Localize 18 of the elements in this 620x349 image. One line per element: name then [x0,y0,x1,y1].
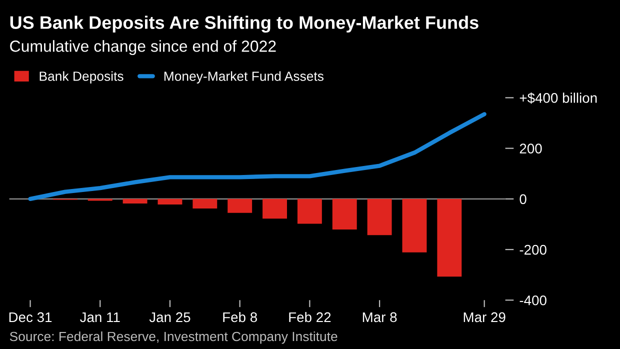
chart-title: US Bank Deposits Are Shifting to Money-Market Funds [10,16,478,33]
legend-label: Money-Market Fund Assets [164,71,324,84]
source-note: Source: Federal Reserve, Investment Company Institute [10,331,338,344]
x-tick-label: Dec 31 [9,312,52,322]
x-tick-label: Mar 8 [362,312,397,322]
y-tick-label: -200 [520,244,546,255]
y-tick-label: -400 [520,295,546,306]
x-tick-label: Feb 22 [289,312,331,322]
x-tick-label: Mar 29 [464,312,506,322]
y-tick-label: 0 [520,194,526,204]
legend-label: Bank Deposits [40,71,124,84]
x-tick-label: Jan 25 [149,312,190,322]
chart-subtitle: Cumulative change since end of 2022 [10,40,276,56]
x-tick-label: Feb 8 [223,312,257,322]
line-series [28,112,486,202]
y-tick-label: +$400 billion [520,92,597,104]
y-tick-label: 200 [520,144,542,154]
x-tick-label: Jan 11 [80,312,120,322]
